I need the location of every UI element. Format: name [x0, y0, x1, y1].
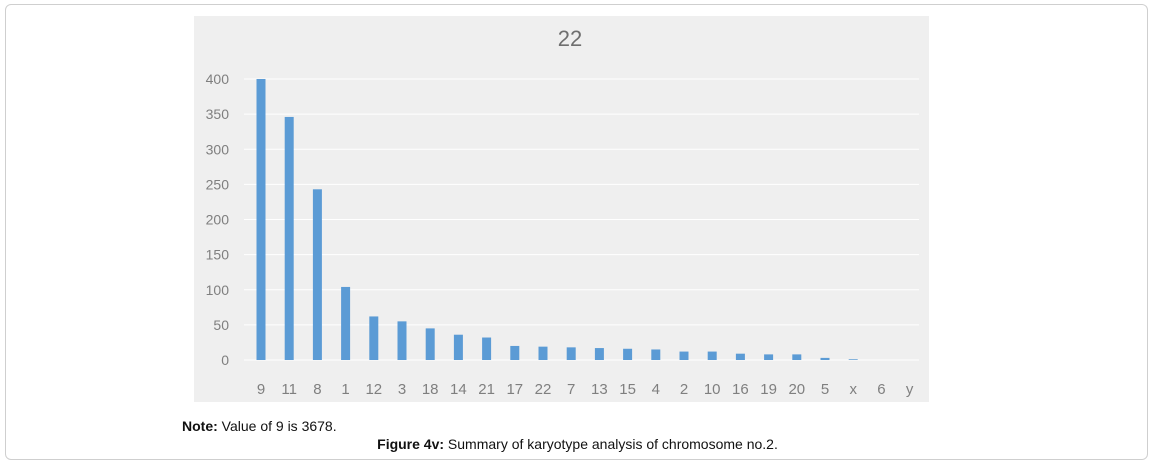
y-tick-label: 150: [206, 247, 230, 263]
x-tick-label: 8: [313, 381, 321, 398]
chart-title: 22: [558, 26, 582, 51]
x-tick-label: 19: [760, 381, 777, 398]
bar-20: [792, 354, 802, 360]
bar-16: [735, 353, 745, 360]
bar-11: [284, 116, 294, 360]
x-tick-label: 14: [450, 381, 467, 398]
bar-chart: 22 0 50 100 150 200 250 300 350 400 9 11 8 1 12 3 18 14…: [206, 26, 919, 398]
x-tick-label: x: [849, 381, 857, 398]
y-tick-label: 100: [206, 282, 230, 298]
x-tick-label: 6: [877, 381, 885, 398]
y-tick-label: 350: [206, 106, 230, 122]
gridlines: [244, 78, 919, 361]
bar-13: [594, 348, 604, 360]
bar-5: [820, 357, 830, 360]
x-tick-label: 9: [257, 381, 265, 398]
bar-2: [679, 351, 689, 360]
x-tick-label: 11: [281, 381, 297, 398]
note-label: Note:: [182, 418, 218, 434]
figure-note: Note: Value of 9 is 3678.: [182, 418, 337, 434]
x-tick-label: 13: [591, 381, 608, 398]
x-tick-label: 7: [567, 381, 575, 398]
x-tick-label: 22: [535, 381, 552, 398]
bar-14: [453, 334, 463, 360]
bars: [256, 79, 858, 360]
bar-18: [425, 328, 435, 360]
x-tick-label: 3: [398, 381, 406, 398]
bar-8: [312, 189, 322, 360]
y-axis-ticks: 0 50 100 150 200 250 300 350 400: [206, 71, 230, 368]
y-tick-label: 50: [213, 317, 229, 333]
chart-panel: 22 0 50 100 150 200 250 300 350 400 9 11 8 1 12 3 18 14…: [194, 16, 929, 402]
bar-4: [651, 349, 661, 360]
x-tick-label: 20: [788, 381, 805, 398]
bar-10: [707, 351, 717, 360]
y-tick-label: 250: [206, 176, 230, 192]
bar-21: [482, 337, 492, 360]
x-tick-label: 2: [680, 381, 688, 398]
figure-caption: Figure 4v: Summary of karyotype analysis…: [0, 436, 1155, 452]
bar-19: [764, 354, 774, 360]
bar-22: [538, 346, 548, 360]
x-tick-label: 4: [652, 381, 660, 398]
y-tick-label: 400: [206, 71, 230, 87]
x-tick-label: 17: [506, 381, 523, 398]
x-tick-label: 5: [821, 381, 829, 398]
x-tick-label: 12: [365, 381, 382, 398]
bar-7: [566, 347, 576, 360]
y-tick-label: 0: [221, 352, 229, 368]
bar-15: [623, 348, 633, 360]
note-text: Value of 9 is 3678.: [217, 418, 337, 434]
x-tick-label: 15: [619, 381, 636, 398]
bar-9: [256, 79, 266, 360]
x-tick-label: 10: [704, 381, 721, 398]
x-tick-label: y: [906, 381, 914, 398]
y-tick-label: 300: [206, 141, 230, 157]
x-axis-ticks: 9 11 8 1 12 3 18 14 21 17 22 7 13 15 4 2 10 16 19 20 5 x 6 y: [257, 381, 914, 398]
caption-label: Figure 4v:: [377, 436, 445, 452]
caption-text: Summary of karyotype analysis of chromos…: [444, 436, 778, 452]
x-tick-label: 21: [478, 381, 495, 398]
bar-x: [848, 359, 858, 360]
x-tick-label: 18: [422, 381, 439, 398]
bar-12: [369, 316, 379, 360]
bar-3: [397, 321, 407, 360]
x-tick-label: 1: [341, 381, 349, 398]
bar-1: [341, 286, 351, 360]
x-tick-label: 16: [732, 381, 749, 398]
figure-frame: [5, 4, 1148, 460]
y-tick-label: 200: [206, 212, 230, 228]
bar-17: [510, 345, 520, 360]
